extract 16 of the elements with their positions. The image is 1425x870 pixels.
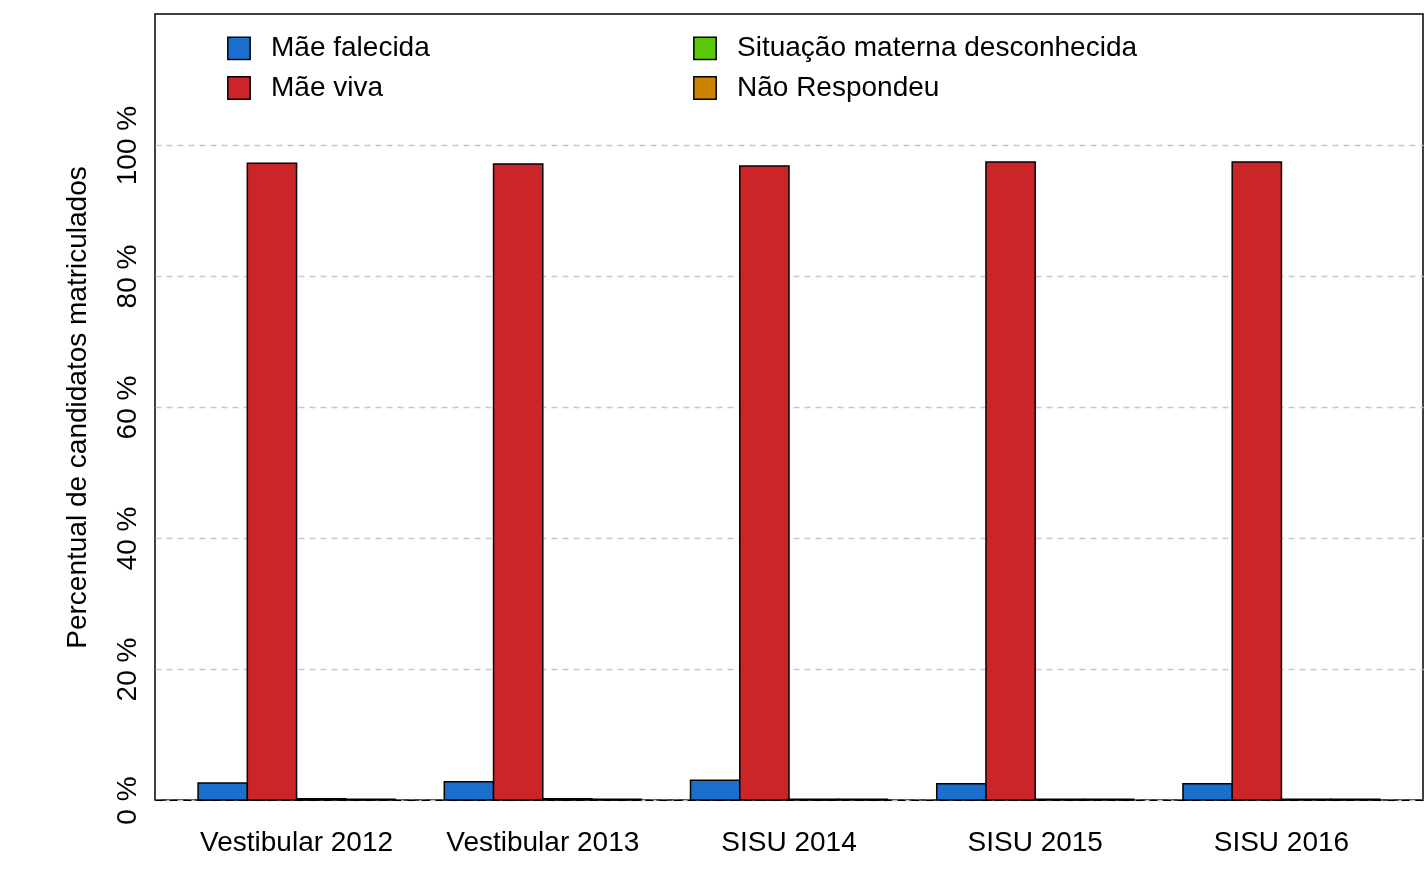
legend-label: Mãe falecida xyxy=(271,31,431,63)
x-tick-label: SISU 2015 xyxy=(967,825,1103,857)
y-axis-title: Percentual de candidatos matriculados xyxy=(60,166,92,649)
y-tick-label: 0 % xyxy=(110,776,142,825)
legend-label: Não Respondeu xyxy=(737,71,940,102)
x-tick-label: Vestibular 2012 xyxy=(200,825,394,857)
y-tick-label: 80 % xyxy=(110,244,142,309)
y-tick-label: 100 % xyxy=(110,105,142,186)
x-tick-label: Vestibular 2013 xyxy=(446,825,640,857)
legend-label: Mãe viva xyxy=(271,71,384,102)
x-tick-label: SISU 2014 xyxy=(721,825,857,857)
x-tick-label: SISU 2016 xyxy=(1213,825,1350,857)
y-tick-label: 40 % xyxy=(110,506,142,571)
legend-label: Situação materna desconhecida xyxy=(737,31,1138,63)
y-tick-label: 20 % xyxy=(110,637,142,702)
y-tick-label: 60 % xyxy=(110,375,142,440)
